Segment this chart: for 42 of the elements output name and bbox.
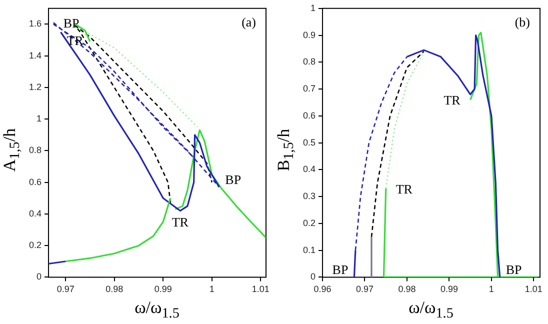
annotation: BP <box>63 16 80 31</box>
x-tick-label: 1 <box>209 284 214 294</box>
annotation: BP <box>506 262 522 278</box>
y-tick-label: 0.8 <box>28 145 42 156</box>
y-tick-label: 0 <box>36 272 42 282</box>
y-tick-label: 0.2 <box>302 218 316 228</box>
annotation: BP <box>332 262 348 278</box>
x-tick-label: 0.97 <box>56 284 74 294</box>
y-tick-label: 0.1 <box>302 244 316 255</box>
y-tick-label: 1 <box>310 2 316 13</box>
x-tick-label: 1.01 <box>252 284 270 294</box>
x-tick-label: 0.98 <box>106 284 124 294</box>
annotation: TR <box>172 214 189 230</box>
x-axis-title: ω/ω$_{1.5}$ <box>134 298 180 322</box>
annotation: BP <box>225 172 242 187</box>
y-tick-label: 0.7 <box>302 84 316 94</box>
annotation: (a) <box>242 14 256 30</box>
y-tick-label: 0.9 <box>302 30 316 40</box>
x-tick-label: 0.98 <box>398 284 416 294</box>
x-tick-label: 1.01 <box>524 284 542 294</box>
y-tick-label: 1.4 <box>28 50 42 60</box>
y-tick-label: 1 <box>36 114 42 124</box>
y-tick-label: 1.2 <box>28 82 42 92</box>
y-tick-label: 0 <box>310 272 316 282</box>
y-tick-label: 0.5 <box>302 137 316 148</box>
y-tick-label: 0.6 <box>28 176 42 187</box>
annotation: (b) <box>514 14 530 30</box>
y-tick-label: 0.3 <box>302 191 316 202</box>
x-tick-label: 0.97 <box>356 284 374 294</box>
x-tick-label: 0.99 <box>440 284 458 294</box>
y-tick-label: 0.4 <box>302 164 316 174</box>
x-tick-label: 0.99 <box>154 284 172 294</box>
annotation: TR <box>396 181 413 196</box>
x-tick-label: 1 <box>488 284 494 294</box>
annotation: TR <box>444 92 461 108</box>
y-tick-label: 0.2 <box>28 240 42 250</box>
y-tick-label: 0.8 <box>302 56 316 67</box>
x-axis-title: ω/ω$_{1.5}$ <box>408 298 454 322</box>
y-tick-label: 0.6 <box>302 110 316 120</box>
y-tick-label: 1.6 <box>28 18 42 29</box>
x-tick-label: 0.96 <box>314 284 332 294</box>
y-tick-label: 0.4 <box>28 208 42 218</box>
